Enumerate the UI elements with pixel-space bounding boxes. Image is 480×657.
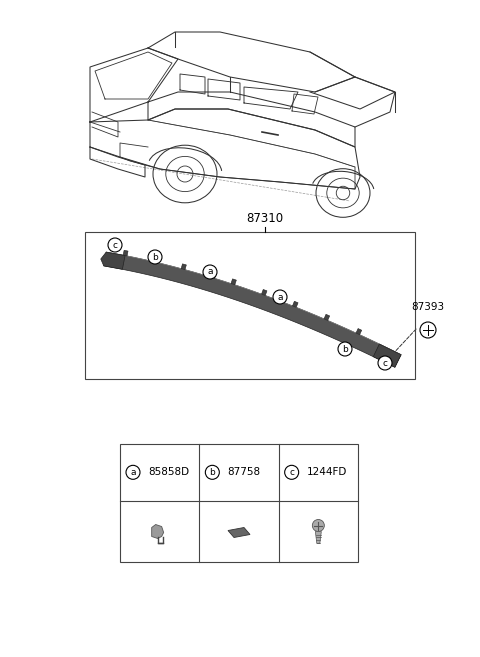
Text: c: c (383, 359, 387, 367)
Circle shape (205, 465, 219, 480)
Circle shape (126, 465, 140, 480)
Text: a: a (277, 292, 283, 302)
Polygon shape (292, 302, 298, 307)
Text: 85858D: 85858D (148, 467, 189, 478)
Polygon shape (231, 279, 236, 285)
Polygon shape (152, 256, 157, 262)
Bar (85, 232, 415, 379)
Polygon shape (315, 532, 321, 543)
Polygon shape (356, 328, 362, 335)
Circle shape (108, 238, 122, 252)
Polygon shape (104, 252, 401, 367)
Polygon shape (101, 252, 125, 269)
Polygon shape (228, 528, 250, 537)
Circle shape (273, 290, 287, 304)
Text: b: b (209, 468, 215, 477)
Text: a: a (207, 267, 213, 277)
Polygon shape (373, 344, 401, 367)
Polygon shape (181, 264, 186, 270)
Circle shape (148, 250, 162, 264)
Text: 87758: 87758 (228, 467, 261, 478)
Circle shape (285, 465, 299, 480)
Text: c: c (112, 240, 118, 250)
Polygon shape (152, 524, 164, 539)
Text: c: c (289, 468, 294, 477)
Polygon shape (211, 273, 216, 279)
Polygon shape (262, 290, 267, 296)
Circle shape (203, 265, 217, 279)
Circle shape (378, 356, 392, 370)
Text: 1244FD: 1244FD (307, 467, 347, 478)
Circle shape (312, 520, 324, 532)
Circle shape (338, 342, 352, 356)
Polygon shape (324, 314, 330, 321)
Polygon shape (123, 250, 128, 256)
Text: 87310: 87310 (246, 212, 284, 225)
Text: b: b (152, 252, 158, 261)
Bar (120, 444, 358, 562)
Text: a: a (130, 468, 136, 477)
Text: 87393: 87393 (411, 302, 444, 312)
Text: b: b (342, 344, 348, 353)
